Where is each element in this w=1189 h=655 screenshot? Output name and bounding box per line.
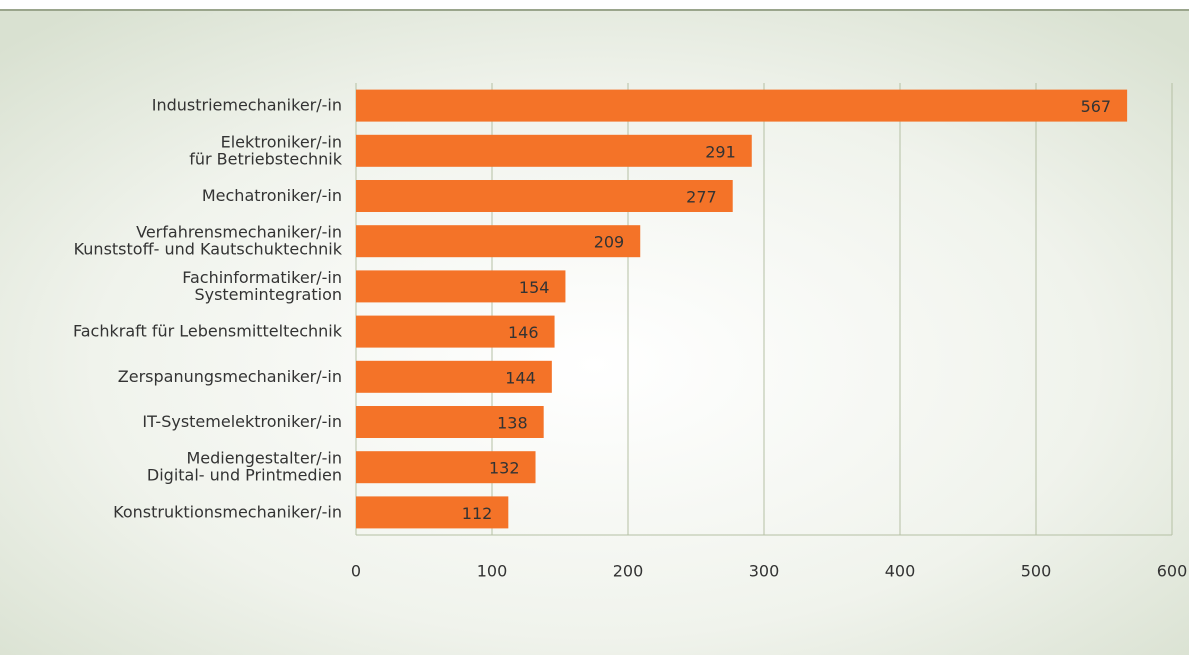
y-tick-label: Mediengestalter/-in Digital- und Printmed… (147, 448, 342, 484)
y-tick-label: Fachinformatiker/-in Systemintegration (182, 267, 342, 303)
bar (356, 180, 733, 212)
bar (356, 225, 641, 258)
y-tick-label-line: Industriemechaniker/-in (152, 95, 342, 114)
y-tick-label: Verfahrensmechaniker/-in Kunststoff- und … (74, 222, 343, 258)
bar (356, 270, 566, 303)
value-label: 132 (489, 459, 520, 478)
y-tick-label-line: Zerspanungsmechaniker/-in (118, 366, 342, 385)
x-tick-label: 200 (613, 562, 644, 581)
value-label: 567 (1081, 97, 1112, 116)
bar (356, 406, 544, 438)
value-label: 144 (505, 368, 536, 387)
bar (356, 134, 752, 167)
y-tick-label-line: Konstruktionsmechaniker/-in (113, 502, 342, 521)
x-tick-label: 0 (351, 562, 361, 581)
y-tick-label: Konstruktionsmechaniker/-in (113, 502, 342, 521)
x-tick-label: 600 (1157, 562, 1188, 581)
y-tick-label: Industriemechaniker/-in (152, 95, 342, 114)
value-label: 138 (497, 414, 528, 433)
value-label: 277 (686, 188, 717, 207)
bar (356, 451, 536, 484)
y-tick-label: Mechatroniker/-in (202, 186, 342, 205)
y-tick-label: Elektroniker/-in für Betriebstechnik (189, 132, 343, 168)
value-label: 112 (462, 504, 493, 523)
y-tick-label-line: Systemintegration (194, 284, 342, 303)
value-label: 154 (519, 278, 550, 297)
y-tick-label-line: Elektroniker/-in (221, 132, 342, 151)
y-tick-label-line: Digital- und Printmedien (147, 465, 342, 484)
y-tick-label-line: Fachinformatiker/-in (182, 267, 342, 286)
y-tick-label-line: für Betriebstechnik (189, 149, 343, 168)
bar (356, 89, 1128, 122)
bar (356, 315, 555, 348)
y-tick-label-line: Mediengestalter/-in (186, 448, 342, 467)
bar (356, 496, 509, 529)
y-tick-label-line: Fachkraft für Lebensmitteltechnik (73, 321, 343, 340)
y-tick-label: Fachkraft für Lebensmitteltechnik (73, 321, 343, 340)
x-tick-label: 100 (477, 562, 508, 581)
value-label: 209 (594, 233, 625, 252)
y-tick-label-line: Kunststoff- und Kautschuktechnik (74, 239, 343, 258)
y-tick-label-line: Verfahrensmechaniker/-in (136, 222, 342, 241)
x-tick-label: 300 (749, 562, 780, 581)
x-tick-label: 400 (885, 562, 916, 581)
bar (356, 360, 552, 393)
y-tick-label-line: Mechatroniker/-in (202, 186, 342, 205)
value-label: 291 (705, 142, 736, 161)
x-tick-label: 500 (1021, 562, 1052, 581)
y-tick-label: Zerspanungsmechaniker/-in (118, 366, 342, 385)
y-tick-label-line: IT-Systemelektroniker/-in (142, 412, 342, 431)
value-label: 146 (508, 323, 539, 342)
y-tick-label: IT-Systemelektroniker/-in (142, 412, 342, 431)
